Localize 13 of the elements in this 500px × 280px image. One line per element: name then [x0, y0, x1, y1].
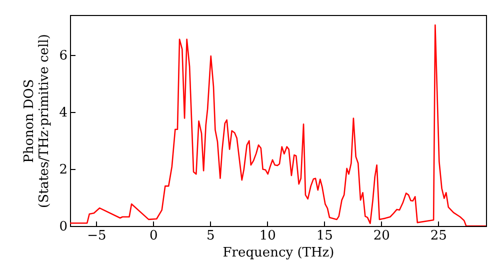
x-tick-label: 20: [373, 228, 390, 244]
x-tick-label: −5: [87, 228, 106, 244]
x-axis-title: Frequency (THz): [222, 246, 334, 260]
x-tick-label: 15: [316, 228, 333, 244]
line-series: [70, 24, 486, 226]
y-tick-label: 6: [59, 48, 68, 64]
y-axis-title: Phonon DOS (States/THz·primitive cell): [22, 34, 52, 208]
x-tick-label: 10: [259, 228, 276, 244]
x-tick-label: 25: [430, 228, 447, 244]
x-tick-label: 5: [206, 228, 215, 244]
y-tick-label: 4: [59, 105, 68, 120]
y-tick-label: 2: [59, 162, 68, 178]
x-tick-label: 0: [150, 228, 158, 244]
